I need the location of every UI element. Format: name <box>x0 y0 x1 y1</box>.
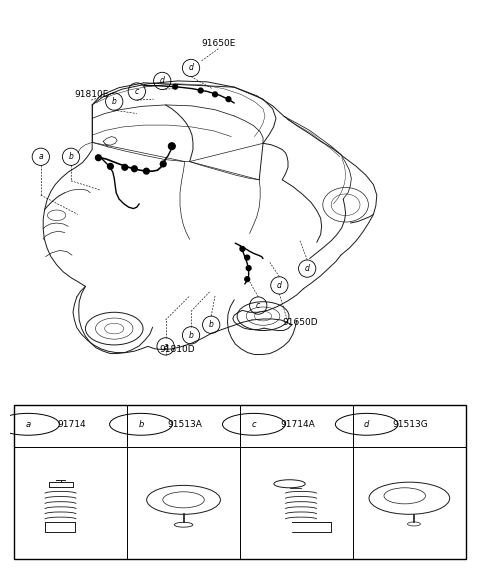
Text: b: b <box>69 152 73 161</box>
Text: b: b <box>112 97 117 106</box>
Text: 91513A: 91513A <box>167 420 202 429</box>
Text: b: b <box>189 331 193 340</box>
Text: d: d <box>277 281 282 290</box>
Text: 91810E: 91810E <box>74 90 108 99</box>
Text: 91714A: 91714A <box>280 420 315 429</box>
Text: 91810D: 91810D <box>160 345 195 354</box>
Circle shape <box>198 88 203 93</box>
Circle shape <box>108 164 113 169</box>
Circle shape <box>246 266 251 270</box>
Circle shape <box>240 246 245 251</box>
Circle shape <box>226 97 231 102</box>
Text: d: d <box>364 420 370 429</box>
Circle shape <box>173 84 178 89</box>
Text: d: d <box>189 64 193 72</box>
Circle shape <box>144 168 149 174</box>
Circle shape <box>213 92 217 97</box>
Text: c: c <box>256 301 260 310</box>
Text: a: a <box>38 152 43 161</box>
Circle shape <box>168 143 175 150</box>
Text: c: c <box>252 420 256 429</box>
Text: b: b <box>209 320 214 329</box>
Circle shape <box>245 277 250 282</box>
Circle shape <box>245 255 250 260</box>
Circle shape <box>122 164 128 170</box>
Text: a: a <box>163 342 168 351</box>
Text: d: d <box>160 76 165 86</box>
Circle shape <box>96 155 101 161</box>
Text: c: c <box>135 87 139 96</box>
Text: a: a <box>25 420 31 429</box>
Text: 91650D: 91650D <box>282 318 318 327</box>
Text: 91650E: 91650E <box>201 38 236 48</box>
Circle shape <box>160 161 166 167</box>
Circle shape <box>132 166 137 172</box>
Text: 91714: 91714 <box>58 420 86 429</box>
Text: b: b <box>138 420 144 429</box>
Text: 91513G: 91513G <box>393 420 428 429</box>
Text: d: d <box>305 264 310 273</box>
